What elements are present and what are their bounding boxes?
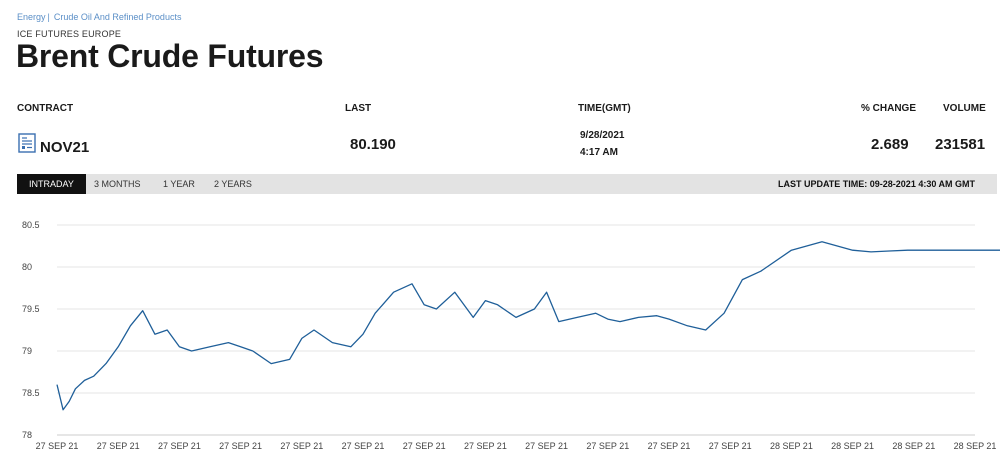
header-time: TIME(GMT): [578, 103, 631, 114]
x-tick-label: 27 SEP 21: [709, 441, 752, 451]
y-tick-label: 78.5: [22, 388, 40, 398]
x-tick-label: 27 SEP 21: [97, 441, 140, 451]
y-tick-label: 78: [22, 430, 32, 440]
last-update-time: LAST UPDATE TIME: 09-28-2021 4:30 AM GMT: [777, 179, 975, 189]
x-tick-label: 27 SEP 21: [464, 441, 507, 451]
tab-intraday[interactable]: INTRADAY: [17, 174, 86, 194]
breadcrumb: Energy | Crude Oil And Refined Products: [17, 12, 181, 22]
x-tick-label: 28 SEP 21: [831, 441, 874, 451]
exchange-label: ICE FUTURES EUROPE: [17, 29, 122, 39]
x-tick-label: 27 SEP 21: [342, 441, 385, 451]
tab-2-years[interactable]: 2 YEARS: [214, 179, 252, 189]
x-tick-label: 28 SEP 21: [892, 441, 935, 451]
header-contract: CONTRACT: [17, 103, 74, 114]
breadcrumb-energy[interactable]: Energy: [17, 12, 46, 22]
x-tick-label: 27 SEP 21: [403, 441, 446, 451]
header-volume: VOLUME: [943, 103, 986, 114]
x-tick-label: 27 SEP 21: [158, 441, 201, 451]
header-last: LAST: [345, 103, 372, 114]
header-change: % CHANGE: [861, 103, 917, 114]
page-title: Brent Crude Futures: [16, 38, 324, 74]
y-tick-label: 80: [22, 262, 32, 272]
y-tick-label: 80.5: [22, 220, 40, 230]
x-tick-label: 27 SEP 21: [280, 441, 323, 451]
contract-value[interactable]: NOV21: [40, 139, 90, 156]
time-date: 9/28/2021: [580, 130, 625, 141]
y-tick-label: 79: [22, 346, 32, 356]
x-tick-label: 28 SEP 21: [954, 441, 997, 451]
last-value: 80.190: [350, 136, 396, 153]
x-tick-label: 27 SEP 21: [36, 441, 79, 451]
range-tabs: INTRADAY 3 MONTHS 1 YEAR 2 YEARS LAST UP…: [17, 174, 997, 194]
x-tick-label: 27 SEP 21: [219, 441, 262, 451]
time-clock: 4:17 AM: [580, 147, 618, 158]
breadcrumb-crude-oil[interactable]: Crude Oil And Refined Products: [53, 12, 182, 22]
volume-value: 231581: [935, 136, 986, 153]
price-series-line: [56, 241, 1000, 411]
y-tick-label: 79.5: [22, 304, 40, 314]
x-tick-label: 27 SEP 21: [586, 441, 629, 451]
document-chart-icon: [18, 133, 36, 153]
change-value: 2.689: [871, 136, 909, 153]
tab-1-year[interactable]: 1 YEAR: [163, 179, 195, 189]
price-chart: 78 78.5 79 79.5 80 80.5 27 SEP 21 27 SEP 21 27 S…: [22, 220, 1000, 451]
tab-3-months[interactable]: 3 MONTHS: [94, 179, 141, 189]
breadcrumb-separator: |: [47, 12, 50, 22]
x-tick-label: 28 SEP 21: [770, 441, 813, 451]
x-tick-label: 27 SEP 21: [648, 441, 691, 451]
x-tick-label: 27 SEP 21: [525, 441, 568, 451]
